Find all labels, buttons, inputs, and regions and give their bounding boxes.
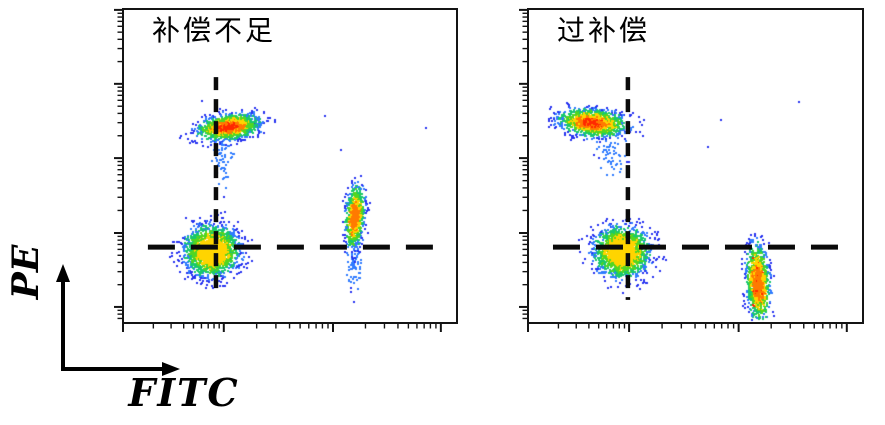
scatter-density-canvas-left: [124, 10, 456, 322]
x-axis-ticks-right-plot: [527, 324, 848, 332]
y-axis-ticks-right-plot: [519, 8, 527, 320]
quadrant-gate-crosshair-left: [147, 77, 442, 298]
quadrant-gate-crosshair-right: [552, 77, 849, 300]
plot-panel-overcompensation: 过补偿: [527, 8, 864, 324]
y-axis-ticks-left-plot: [114, 8, 122, 320]
x-axis-arrowhead-icon: [162, 362, 180, 376]
scatter-density-canvas-right: [529, 10, 862, 322]
axis-arrows: PE FITC: [10, 244, 239, 415]
plot-title-overcompensation: 过补偿: [557, 15, 651, 46]
x-axis-label: FITC: [127, 370, 239, 415]
x-axis-ticks-left-plot: [122, 324, 442, 332]
plot-panel-undercompensation: 补偿不足: [122, 8, 458, 324]
y-axis-arrowhead-icon: [56, 264, 70, 282]
y-axis-label: PE: [10, 244, 47, 300]
plot-title-undercompensation: 补偿不足: [152, 15, 277, 46]
